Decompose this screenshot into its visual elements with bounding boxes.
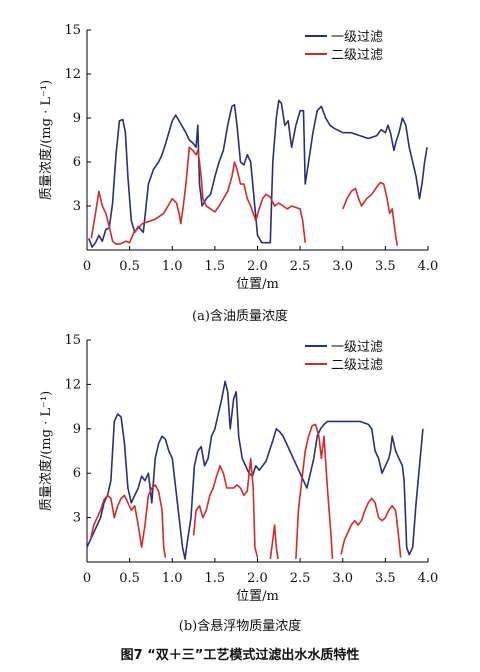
x-tick-label: 3.0 <box>332 259 353 274</box>
legend-label: 二级过滤 <box>331 358 383 373</box>
y-tick-label: 9 <box>73 111 81 126</box>
x-tick-label: 0.5 <box>119 259 140 274</box>
legend-label: 一级过滤 <box>331 30 383 45</box>
x-axis-label: 位置/m <box>236 589 279 604</box>
figure-caption: 图7 “双＋三”工艺模式过滤出水水质特性 <box>120 648 360 663</box>
x-tick-label: 3.0 <box>332 571 353 586</box>
chart-b-subtitle: (b)含悬浮物质量浓度 <box>178 619 302 634</box>
x-tick-label: 3.5 <box>375 259 396 274</box>
x-tick-label: 0 <box>83 259 91 274</box>
y-tick-label: 9 <box>73 422 81 437</box>
y-tick-label: 15 <box>64 23 81 38</box>
y-tick-label: 12 <box>64 67 81 82</box>
series-line <box>87 380 424 560</box>
series-line <box>192 457 259 558</box>
x-tick-label: 3.5 <box>375 571 396 586</box>
series-line <box>269 524 279 560</box>
x-tick-label: 4.0 <box>418 259 439 274</box>
x-tick-label: 1.5 <box>205 259 226 274</box>
y-axis-label: 质量浓度/(mg · L⁻¹) <box>38 391 54 511</box>
series-line <box>342 181 399 246</box>
series-line <box>87 99 428 248</box>
y-tick-label: 15 <box>64 333 81 348</box>
y-axis-label: 质量浓度/(mg · L⁻¹) <box>38 80 54 200</box>
x-tick-label: 4.0 <box>418 571 439 586</box>
x-axis-label: 位置/m <box>236 277 279 292</box>
chart-b: 0 0.5 1.0 1.5 2.0 2.5 3.0 3.5 4.0 3 6 9 12 15 位置/m 质量浓度… <box>38 333 438 604</box>
legend-label: 一级过滤 <box>331 340 383 355</box>
x-tick-label: 2.5 <box>290 259 311 274</box>
y-tick-label: 3 <box>73 199 81 214</box>
x-tick-label: 2.0 <box>247 571 268 586</box>
y-tick-label: 6 <box>73 155 81 170</box>
chart-a: 0 0.5 1.0 1.5 2.0 2.5 3.0 3.5 4.0 3 6 9 12 15 位置/m 质量浓度… <box>38 23 438 292</box>
x-tick-label: 1.0 <box>162 571 183 586</box>
series-line <box>295 423 334 560</box>
y-tick-label: 3 <box>73 511 81 526</box>
series-line <box>340 497 402 558</box>
x-tick-label: 1.0 <box>162 259 183 274</box>
y-tick-label: 6 <box>73 466 81 481</box>
legend-label: 二级过滤 <box>331 48 383 63</box>
series-line <box>89 484 167 558</box>
x-tick-label: 2.0 <box>247 259 268 274</box>
x-tick-label: 2.5 <box>290 571 311 586</box>
y-tick-label: 12 <box>64 377 81 392</box>
x-tick-label: 0 <box>83 571 91 586</box>
x-tick-label: 0.5 <box>119 571 140 586</box>
series-line <box>90 146 306 245</box>
x-tick-label: 1.5 <box>205 571 226 586</box>
chart-a-subtitle: (a)含油质量浓度 <box>192 309 288 324</box>
